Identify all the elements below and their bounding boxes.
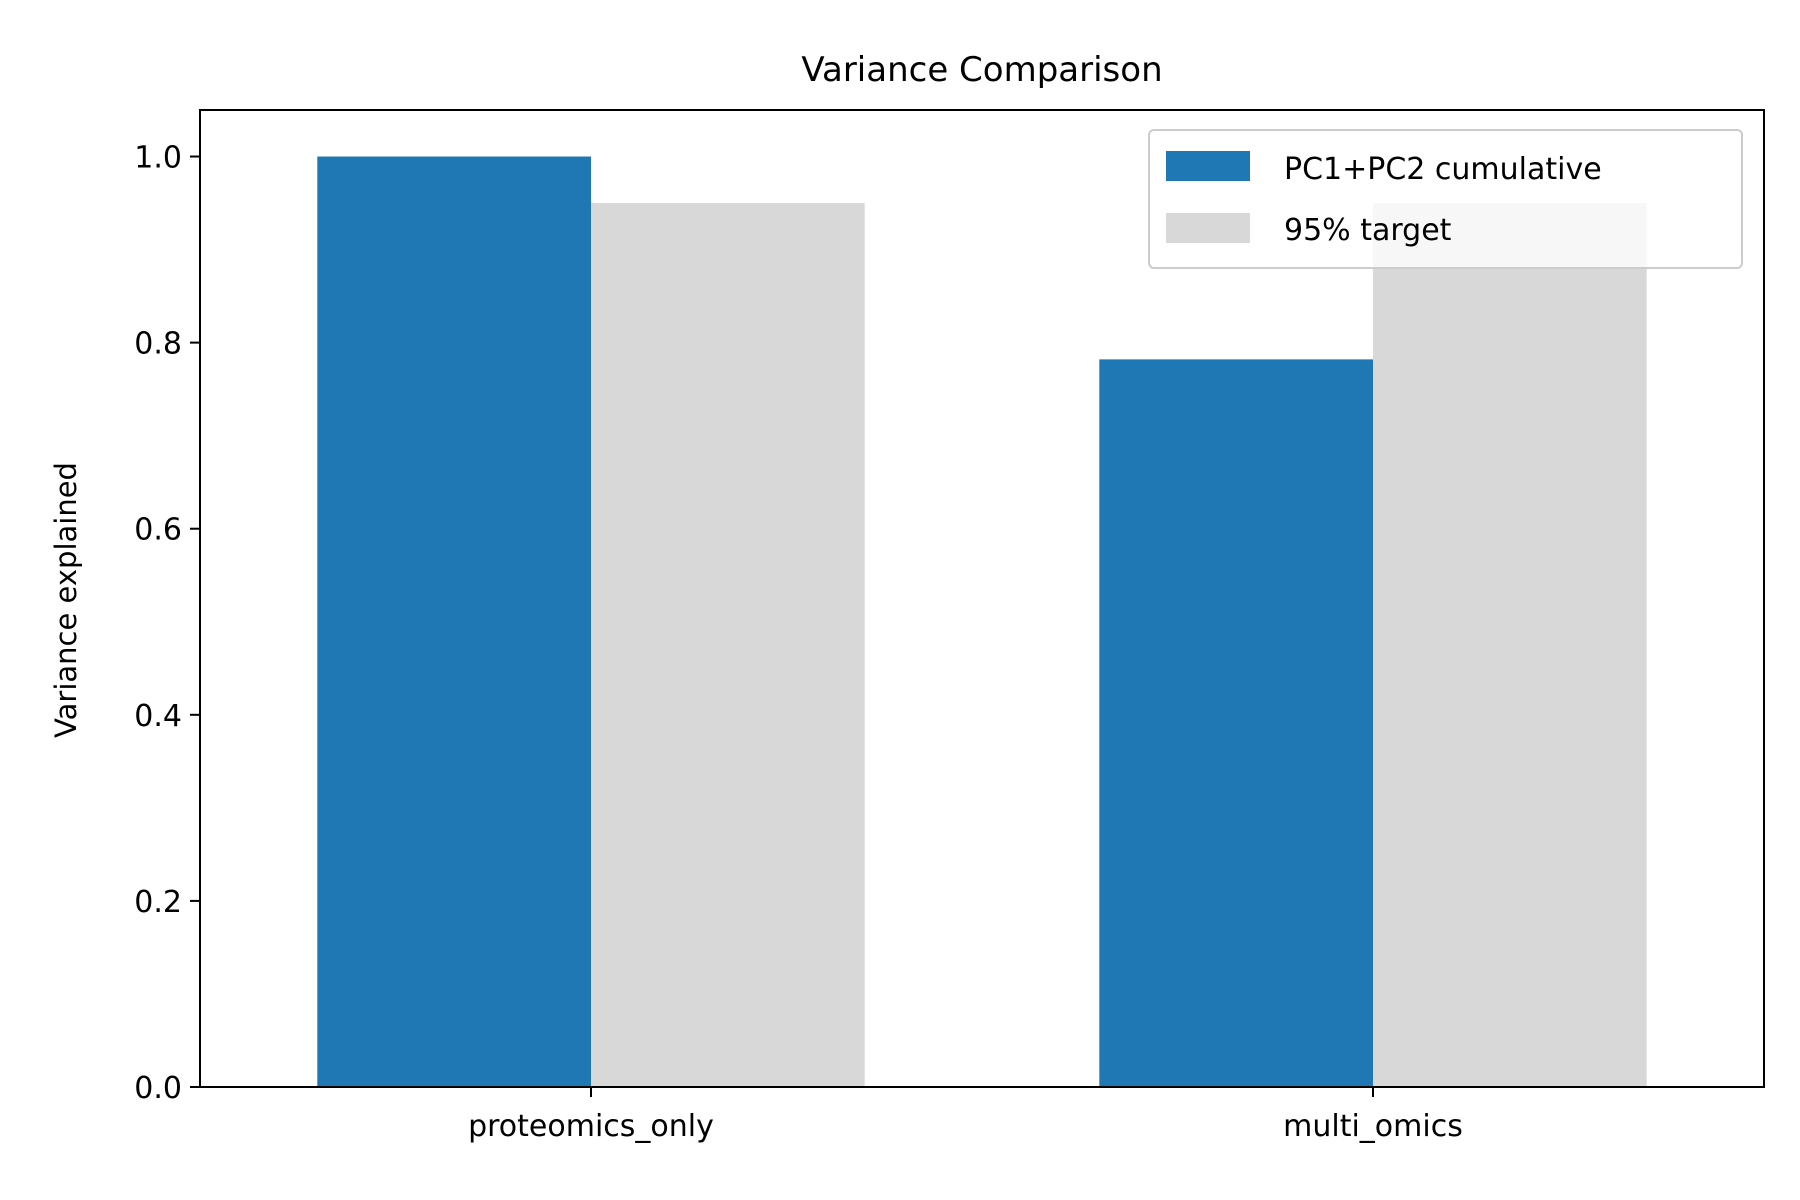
legend-label-pc1-pc2: PC1+PC2 cumulative (1284, 152, 1602, 187)
y-tick-label: 0.2 (134, 885, 182, 920)
legend-swatch-pc1-pc2 (1166, 151, 1250, 181)
bar-95-target-multi-omics (1373, 203, 1647, 1088)
y-tick-label: 0.4 (134, 699, 182, 734)
plot-area-frame (199, 109, 1765, 1088)
y-axis-label: Variance explained (49, 462, 83, 738)
bar-pc1-pc2-cumulative-proteomics-only (317, 156, 591, 1087)
legend-label-95-target: 95% target (1284, 213, 1452, 248)
bars-group (317, 156, 1647, 1088)
y-tick-label: 1.0 (134, 141, 182, 176)
y-axis-ticks: 0.0 0.2 0.4 0.6 0.8 1.0 (134, 141, 200, 1106)
x-axis-ticks: proteomics_only multi_omics (468, 1087, 1463, 1144)
y-tick-label: 0.6 (134, 513, 182, 548)
y-tick-label: 0.0 (134, 1071, 182, 1106)
chart-title: Variance Comparison (801, 50, 1162, 90)
y-tick-label: 0.8 (134, 327, 182, 362)
legend-swatch-95-target (1166, 213, 1250, 243)
x-tick-label-multi-omics: multi_omics (1283, 1109, 1463, 1144)
legend: PC1+PC2 cumulative 95% target (1148, 129, 1743, 269)
bar-95-target-proteomics-only (591, 203, 865, 1088)
bar-pc1-pc2-cumulative-multi-omics (1099, 359, 1373, 1087)
x-tick-label-proteomics-only: proteomics_only (468, 1109, 714, 1144)
legend-frame (1148, 129, 1743, 269)
